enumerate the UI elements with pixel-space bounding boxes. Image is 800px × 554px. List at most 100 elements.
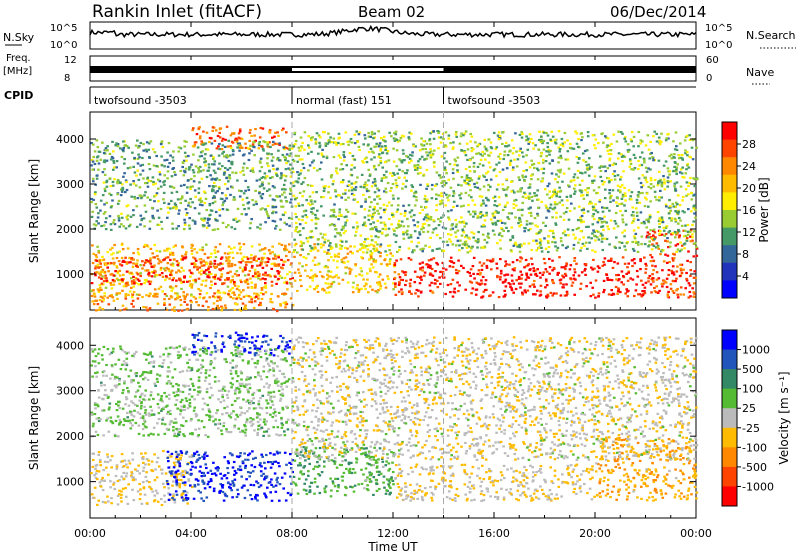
heatmap-cell xyxy=(144,191,147,194)
heatmap-cell xyxy=(528,192,532,195)
heatmap-cell xyxy=(503,222,507,225)
heatmap-cell xyxy=(333,235,337,238)
heatmap-cell xyxy=(576,145,580,148)
heatmap-cell xyxy=(153,499,157,502)
heatmap-cell xyxy=(176,294,179,297)
heatmap-cell xyxy=(92,155,96,159)
heatmap-cell xyxy=(658,217,661,220)
heatmap-cell xyxy=(578,238,582,241)
heatmap-cell xyxy=(635,269,639,273)
heatmap-cell xyxy=(138,279,141,282)
heatmap-cell xyxy=(143,279,147,282)
heatmap-cell xyxy=(261,248,264,251)
heatmap-cell xyxy=(357,290,361,293)
heatmap-cell xyxy=(335,167,338,170)
heatmap-cell xyxy=(490,268,493,271)
heatmap-cell xyxy=(367,218,371,221)
heatmap-cell xyxy=(504,204,507,207)
heatmap-cell xyxy=(675,148,679,152)
heatmap-cell xyxy=(533,285,536,288)
heatmap-cell xyxy=(672,271,675,274)
heatmap-cell xyxy=(214,185,217,188)
heatmap-cell xyxy=(605,146,609,149)
heatmap-cell xyxy=(608,159,611,162)
heatmap-cell xyxy=(125,216,128,219)
heatmap-cell xyxy=(95,259,98,262)
heatmap-cell xyxy=(287,167,290,170)
heatmap-cell xyxy=(226,145,230,148)
heatmap-cell xyxy=(132,214,135,217)
heatmap-cell xyxy=(427,264,431,267)
heatmap-cell xyxy=(380,231,384,234)
heatmap-cell xyxy=(177,212,180,215)
heatmap-cell xyxy=(387,227,391,230)
heatmap-cell xyxy=(660,196,663,199)
heatmap-cell xyxy=(574,190,577,193)
heatmap-cell xyxy=(153,269,156,272)
heatmap-cell xyxy=(481,233,485,236)
heatmap-cell xyxy=(263,252,266,255)
heatmap-cell xyxy=(653,231,657,234)
heatmap-cell xyxy=(111,180,115,184)
heatmap-cell xyxy=(197,127,201,130)
heatmap-cell xyxy=(110,497,113,500)
heatmap-cell xyxy=(449,233,453,236)
heatmap-cell xyxy=(113,223,117,226)
heatmap-cell xyxy=(237,261,241,264)
heatmap-cell xyxy=(653,130,656,133)
heatmap-cell xyxy=(202,297,205,300)
heatmap-cell xyxy=(594,203,597,206)
heatmap-cell xyxy=(309,236,313,239)
heatmap-cell xyxy=(473,210,477,213)
heatmap-cell xyxy=(323,266,326,269)
heatmap-cell xyxy=(236,296,239,299)
heatmap-cell xyxy=(451,171,455,175)
heatmap-cell xyxy=(267,258,271,261)
heatmap-cell xyxy=(301,215,304,218)
heatmap-cell xyxy=(613,220,617,223)
heatmap-cell xyxy=(373,198,376,201)
heatmap-cell xyxy=(467,194,471,197)
heatmap-cell xyxy=(375,229,379,233)
heatmap-cell xyxy=(662,178,666,181)
heatmap-cell xyxy=(257,142,261,145)
heatmap-cell xyxy=(311,184,314,187)
heatmap-cell xyxy=(232,196,236,199)
heatmap-cell xyxy=(383,190,386,193)
heatmap-cell xyxy=(492,215,496,218)
heatmap-cell xyxy=(454,160,457,163)
heatmap-cell xyxy=(254,285,257,288)
heatmap-cell xyxy=(579,282,583,285)
heatmap-cell xyxy=(249,222,252,225)
heatmap-cell xyxy=(170,269,174,272)
heatmap-cell xyxy=(330,209,333,212)
heatmap-cell xyxy=(99,262,102,265)
heatmap-cell xyxy=(379,207,382,210)
heatmap-cell xyxy=(453,158,457,161)
heatmap-cell xyxy=(524,265,528,268)
heatmap-cell xyxy=(690,198,694,201)
heatmap-cell xyxy=(547,250,550,254)
heatmap-cell xyxy=(637,167,640,171)
heatmap-cell xyxy=(190,454,194,457)
heatmap-cell xyxy=(330,214,334,217)
heatmap-cell xyxy=(595,192,598,195)
heatmap-cell xyxy=(160,498,163,501)
heatmap-cell xyxy=(221,165,224,168)
heatmap-cell xyxy=(97,266,100,269)
heatmap-cell xyxy=(499,219,502,222)
heatmap-cell xyxy=(165,308,169,311)
heatmap-cell xyxy=(147,148,150,151)
heatmap-cell xyxy=(97,451,101,454)
heatmap-cell xyxy=(140,452,143,455)
heatmap-cell xyxy=(310,150,313,153)
heatmap-cell xyxy=(410,154,414,157)
heatmap-cell xyxy=(575,142,579,145)
heatmap-cell xyxy=(255,202,258,206)
heatmap-cell xyxy=(130,258,133,261)
heatmap-cell xyxy=(194,263,197,266)
heatmap-cell xyxy=(512,291,515,294)
heatmap-cell xyxy=(273,264,277,267)
heatmap-cell xyxy=(171,484,174,487)
heatmap-cell xyxy=(641,140,644,143)
